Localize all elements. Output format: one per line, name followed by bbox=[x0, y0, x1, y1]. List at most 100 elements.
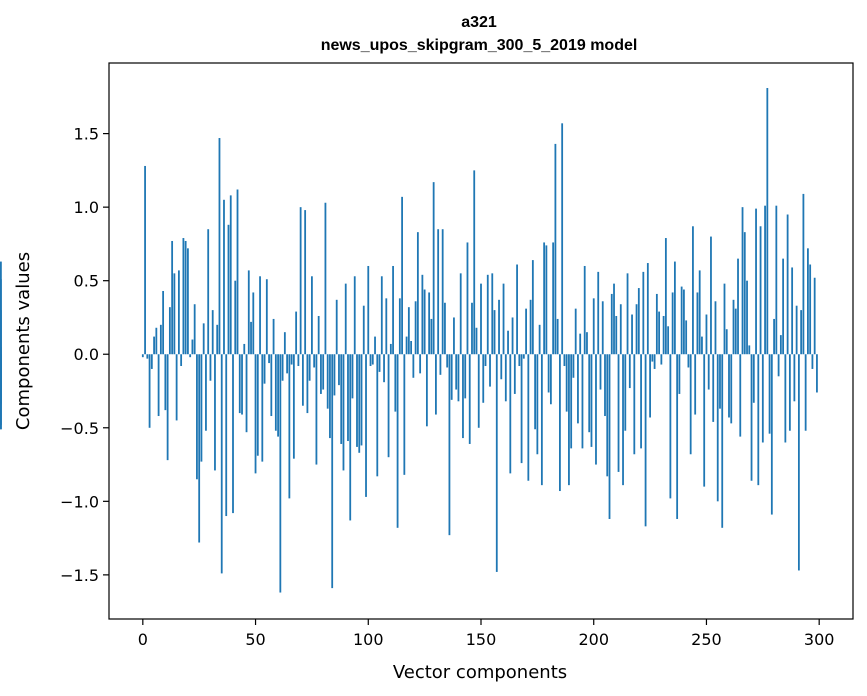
bar bbox=[376, 354, 379, 477]
bar bbox=[277, 354, 279, 437]
bar bbox=[689, 354, 692, 455]
bar bbox=[570, 354, 573, 449]
bar bbox=[719, 354, 721, 409]
bar bbox=[311, 276, 313, 355]
bar bbox=[644, 354, 647, 527]
bar bbox=[698, 270, 701, 355]
bar bbox=[261, 354, 264, 462]
bar bbox=[412, 354, 415, 378]
bar bbox=[347, 354, 349, 442]
bar bbox=[193, 304, 196, 355]
bar bbox=[741, 207, 744, 355]
y-tick-label: 1.5 bbox=[74, 125, 99, 144]
bar bbox=[678, 354, 681, 394]
bar bbox=[813, 277, 816, 355]
bar bbox=[655, 293, 658, 355]
bar bbox=[586, 332, 588, 355]
bar bbox=[150, 354, 153, 369]
bar bbox=[448, 354, 451, 536]
bar bbox=[734, 308, 737, 355]
bar bbox=[389, 343, 392, 355]
bar bbox=[788, 354, 791, 431]
bar bbox=[804, 354, 807, 431]
bar bbox=[207, 229, 210, 355]
bar bbox=[662, 315, 665, 355]
bar bbox=[297, 354, 300, 367]
bar bbox=[667, 326, 670, 355]
bar bbox=[716, 354, 719, 502]
bar bbox=[171, 240, 174, 355]
bar bbox=[396, 354, 399, 528]
bar bbox=[547, 354, 550, 393]
y-tick-label: −1.0 bbox=[60, 492, 99, 511]
bar bbox=[416, 232, 419, 355]
bar bbox=[737, 258, 739, 355]
bar bbox=[703, 354, 706, 487]
bar bbox=[464, 354, 467, 399]
bar bbox=[191, 339, 194, 355]
bar bbox=[272, 318, 275, 355]
bar bbox=[453, 317, 455, 355]
bar bbox=[401, 196, 403, 355]
bar bbox=[304, 210, 307, 355]
bar bbox=[807, 248, 809, 355]
bar bbox=[495, 354, 498, 572]
bar bbox=[410, 341, 413, 355]
bar bbox=[545, 245, 548, 355]
bar bbox=[385, 298, 388, 355]
bar bbox=[761, 354, 764, 443]
bar bbox=[211, 310, 214, 355]
bar bbox=[450, 354, 453, 400]
chart-title: a321 bbox=[461, 14, 497, 31]
bar bbox=[432, 182, 435, 355]
bar bbox=[604, 354, 606, 417]
bar bbox=[252, 292, 255, 355]
x-tick-label: 250 bbox=[691, 630, 722, 649]
bar bbox=[816, 354, 818, 393]
bar bbox=[369, 354, 372, 367]
bar bbox=[329, 354, 331, 439]
bar bbox=[568, 354, 570, 486]
bar bbox=[531, 260, 534, 355]
bar bbox=[513, 354, 516, 394]
bar bbox=[633, 354, 636, 455]
bar bbox=[380, 276, 383, 355]
bar bbox=[283, 332, 286, 355]
bar bbox=[428, 292, 431, 355]
bar bbox=[527, 354, 530, 481]
bar bbox=[220, 354, 223, 574]
bar bbox=[500, 354, 503, 380]
bar bbox=[590, 354, 593, 447]
bar bbox=[182, 238, 185, 355]
bar bbox=[331, 354, 334, 589]
bar bbox=[441, 229, 444, 355]
bar bbox=[705, 314, 708, 355]
y-tick-label: 0.5 bbox=[74, 272, 99, 291]
bar bbox=[473, 170, 476, 355]
bar bbox=[173, 273, 176, 355]
bar bbox=[360, 354, 363, 446]
bar bbox=[256, 354, 259, 456]
chart-subtitle: news_upos_skipgram_300_5_2019 model bbox=[321, 37, 638, 54]
bar bbox=[770, 354, 773, 515]
bar bbox=[563, 354, 566, 367]
x-axis: 0 50 100 150 200 250 300 bbox=[138, 619, 834, 649]
bar bbox=[782, 258, 785, 355]
bar bbox=[743, 232, 746, 355]
bar bbox=[232, 354, 234, 514]
bar bbox=[398, 298, 401, 355]
bar bbox=[437, 229, 440, 355]
bar bbox=[351, 354, 354, 399]
bar bbox=[493, 310, 496, 355]
y-axis: −1.5 −1.0 −0.5 0.0 0.5 1.0 1.5 bbox=[60, 125, 109, 585]
bar bbox=[725, 329, 728, 355]
bar bbox=[187, 248, 189, 355]
bar bbox=[486, 274, 489, 355]
bar bbox=[752, 354, 755, 403]
bar bbox=[554, 143, 557, 355]
bar bbox=[615, 315, 618, 355]
bar bbox=[746, 280, 748, 355]
bar bbox=[779, 335, 782, 355]
bar bbox=[728, 354, 730, 418]
